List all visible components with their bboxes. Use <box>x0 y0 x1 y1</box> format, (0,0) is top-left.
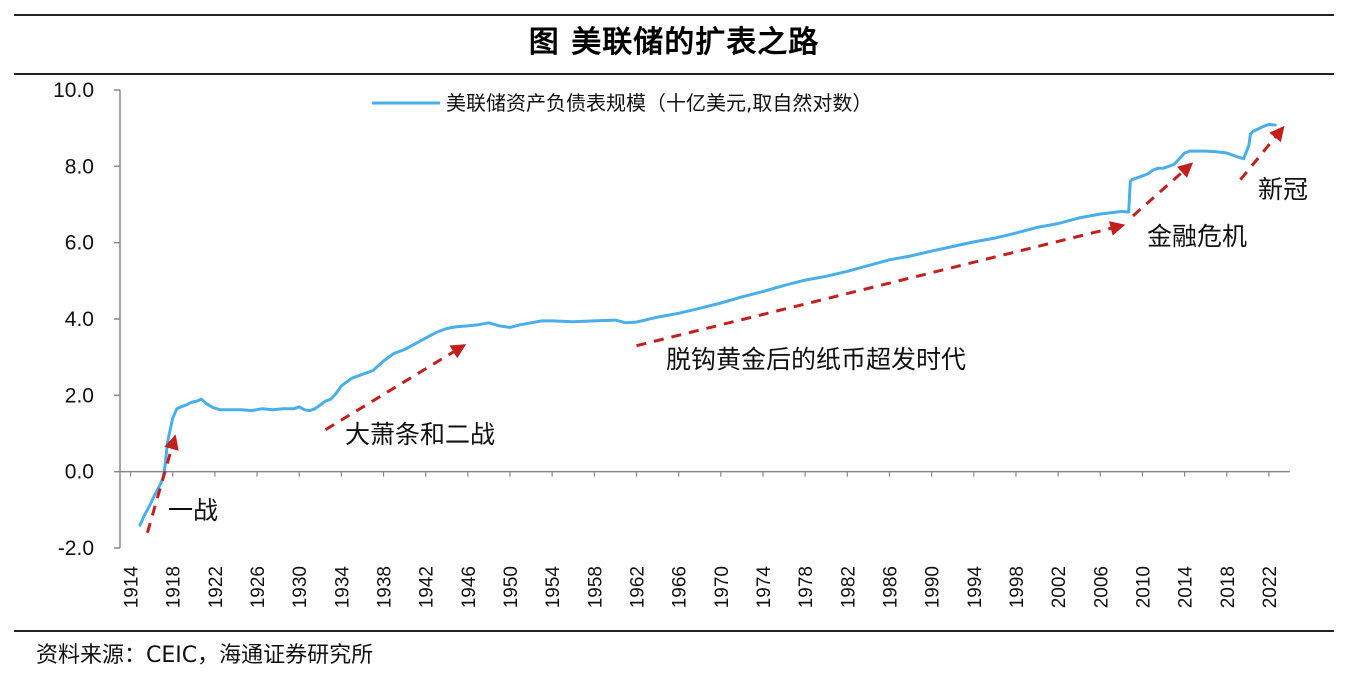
y-tick-label: 6.0 <box>65 232 94 255</box>
x-tick-label: 1938 <box>375 566 396 608</box>
series-line-0 <box>138 122 1277 527</box>
x-tick-label: 1958 <box>585 566 606 608</box>
axes: -2.0 0.0 2.0 4.0 6.0 8.0 10.0 1914 1918 1922 1926… <box>53 79 1290 608</box>
annotation-fiat-era: 脱钩黄金后的纸币超发时代 <box>666 345 966 374</box>
x-tick-label: 1930 <box>290 566 311 608</box>
source-note: 资料来源：CEIC，海通证券研究所 <box>36 643 374 668</box>
x-tick-label: 1950 <box>501 566 522 608</box>
x-tick-label: 1918 <box>164 566 185 608</box>
annotation-financial-crisis: 金融危机 <box>1147 222 1247 251</box>
x-tick-label: 2002 <box>1049 566 1070 608</box>
x-axis-ticks: 1914 1918 1922 1926 1930 1934 1938 1942 1946 1950… <box>122 471 1281 609</box>
x-tick-label: 1966 <box>670 566 691 608</box>
x-tick-label: 1926 <box>248 566 269 608</box>
x-tick-label: 2010 <box>1133 566 1154 608</box>
y-tick-label: 10.0 <box>53 79 94 102</box>
chart-title: 图 美联储的扩表之路 <box>528 25 820 60</box>
x-tick-label: 1970 <box>712 566 733 608</box>
annotation-covid: 新冠 <box>1258 175 1308 204</box>
x-tick-label: 1954 <box>543 566 564 609</box>
x-tick-label: 1962 <box>627 566 648 608</box>
annotation-wwi: 一战 <box>168 496 218 525</box>
annotation-depression-wwii: 大萧条和二战 <box>345 420 495 449</box>
legend-label: 美联储资产负债表规模（十亿美元,取自然对数） <box>446 91 872 115</box>
x-tick-label: 2022 <box>1260 566 1281 608</box>
y-tick-label: 2.0 <box>65 384 94 407</box>
x-tick-label: 1974 <box>754 566 775 609</box>
trend-arrow-3 <box>1131 162 1194 218</box>
x-tick-label: 2018 <box>1218 566 1239 608</box>
trend-arrow-1 <box>324 344 467 431</box>
x-tick-label: 1934 <box>332 566 353 609</box>
x-tick-label: 1982 <box>838 566 859 608</box>
y-tick-label: -2.0 <box>58 537 94 560</box>
x-tick-label: 1914 <box>122 566 143 609</box>
y-tick-label: 0.0 <box>65 461 94 484</box>
trend-arrows <box>145 125 1285 534</box>
x-tick-label: 2014 <box>1176 566 1197 609</box>
trend-arrow-2 <box>636 221 1126 348</box>
x-tick-label: 1946 <box>459 566 480 608</box>
title-rule <box>14 73 1334 75</box>
x-tick-label: 1998 <box>1007 566 1028 608</box>
y-tick-label: 4.0 <box>65 308 94 331</box>
trend-arrow-4 <box>1239 125 1285 181</box>
x-tick-label: 2006 <box>1091 566 1112 608</box>
x-tick-label: 1994 <box>965 566 986 609</box>
y-axis-ticks: -2.0 0.0 2.0 4.0 6.0 8.0 10.0 <box>53 79 120 560</box>
chart-legend: 美联储资产负债表规模（十亿美元,取自然对数） <box>372 91 872 115</box>
x-tick-label: 1978 <box>796 566 817 608</box>
x-tick-label: 1990 <box>923 566 944 608</box>
bottom-rule <box>14 630 1334 632</box>
series-layer <box>138 122 1277 527</box>
y-tick-label: 8.0 <box>65 155 94 178</box>
x-tick-label: 1986 <box>880 566 901 608</box>
x-tick-label: 1922 <box>206 566 227 608</box>
top-rule <box>14 14 1334 16</box>
x-tick-label: 1942 <box>417 566 438 608</box>
annotations: 一战 大萧条和二战 脱钩黄金后的纸币超发时代 金融危机 新冠 <box>168 175 1308 525</box>
